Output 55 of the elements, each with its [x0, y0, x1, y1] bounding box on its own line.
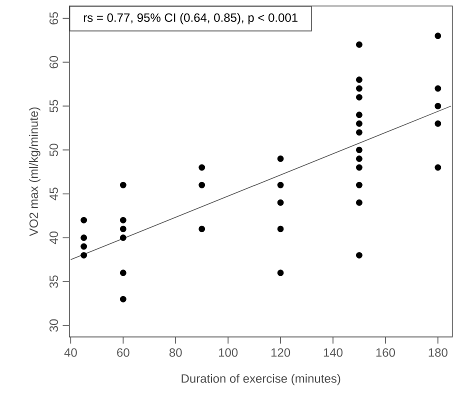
point [434, 164, 442, 171]
point [356, 129, 362, 136]
x-tick-label: 140 [324, 348, 343, 357]
point [120, 234, 126, 241]
y-tick-label: 50 [49, 144, 58, 156]
point [120, 269, 126, 276]
x-axis-title: Duration of exercise (minutes) [182, 374, 340, 386]
point [277, 269, 284, 276]
point [356, 252, 362, 258]
point [356, 94, 362, 100]
x-tick-label: 80 [169, 348, 182, 357]
point [356, 164, 362, 171]
x-tick-label: 180 [428, 348, 448, 357]
y-tick-label: 65 [49, 12, 58, 24]
point [434, 120, 442, 127]
point [120, 216, 126, 224]
point [277, 226, 284, 232]
point [120, 296, 126, 302]
point [277, 182, 284, 188]
point [356, 199, 362, 206]
y-tick-label: 45 [50, 188, 58, 200]
point [80, 234, 88, 241]
y-tick-label: 30 [49, 319, 58, 332]
point [434, 32, 442, 39]
x-tick-label: 40 [64, 348, 77, 357]
point [80, 243, 88, 250]
point [277, 155, 284, 162]
point [120, 182, 126, 188]
annotation: rs = 0.77, 95% CI (0.64, 0.85), p < 0.001 [84, 12, 298, 24]
y-tick-label: 55 [50, 100, 58, 112]
x-tick-label: 60 [117, 348, 130, 357]
point [434, 85, 442, 92]
point [356, 85, 362, 92]
point [356, 120, 362, 127]
point [356, 76, 362, 83]
x-tick-label: 120 [271, 348, 290, 357]
point [198, 182, 206, 188]
point [356, 146, 362, 154]
point [356, 182, 362, 188]
y-tick-label: 35 [49, 275, 58, 288]
x-tick-label: 160 [376, 348, 396, 357]
y-tick-label: 40 [49, 231, 58, 244]
y-tick-label: 60 [49, 56, 58, 68]
point [120, 226, 126, 232]
point [80, 252, 88, 258]
point [356, 155, 362, 162]
point [198, 226, 206, 232]
point [356, 41, 362, 48]
point [434, 102, 442, 110]
point [356, 111, 362, 118]
point [198, 164, 206, 171]
x-tick-label: 100 [218, 348, 238, 357]
point [80, 216, 88, 224]
y-axis-title: VO2 max (ml/kg/minute) [29, 107, 40, 236]
point [277, 199, 284, 206]
